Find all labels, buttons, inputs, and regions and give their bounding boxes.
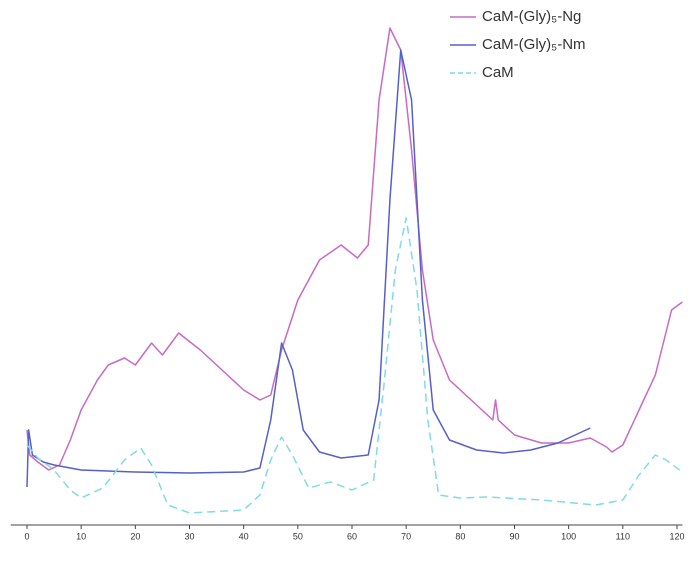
x-tick-label: 40 bbox=[239, 531, 249, 541]
x-tick-label: 30 bbox=[184, 531, 194, 541]
x-tick-label: 120 bbox=[669, 531, 684, 541]
x-tick-label: 90 bbox=[509, 531, 519, 541]
x-tick-label: 20 bbox=[130, 531, 140, 541]
x-tick-label: 50 bbox=[293, 531, 303, 541]
legend-label: CaM bbox=[482, 64, 514, 81]
x-tick-label: 70 bbox=[401, 531, 411, 541]
x-tick-label: 110 bbox=[616, 531, 630, 541]
x-tick-label: 60 bbox=[347, 531, 357, 541]
legend-label: CaM-(Gly)₅-Nm bbox=[482, 36, 586, 53]
x-tick-label: 100 bbox=[561, 531, 576, 541]
series-line bbox=[26, 217, 683, 514]
x-tick-label: 10 bbox=[76, 531, 86, 541]
x-tick-label: 80 bbox=[455, 531, 465, 541]
series-line bbox=[26, 27, 683, 471]
series-line bbox=[26, 49, 591, 488]
legend-label: CaM-(Gly)₅-Ng bbox=[482, 8, 581, 25]
x-tick-label: 0 bbox=[24, 531, 29, 541]
